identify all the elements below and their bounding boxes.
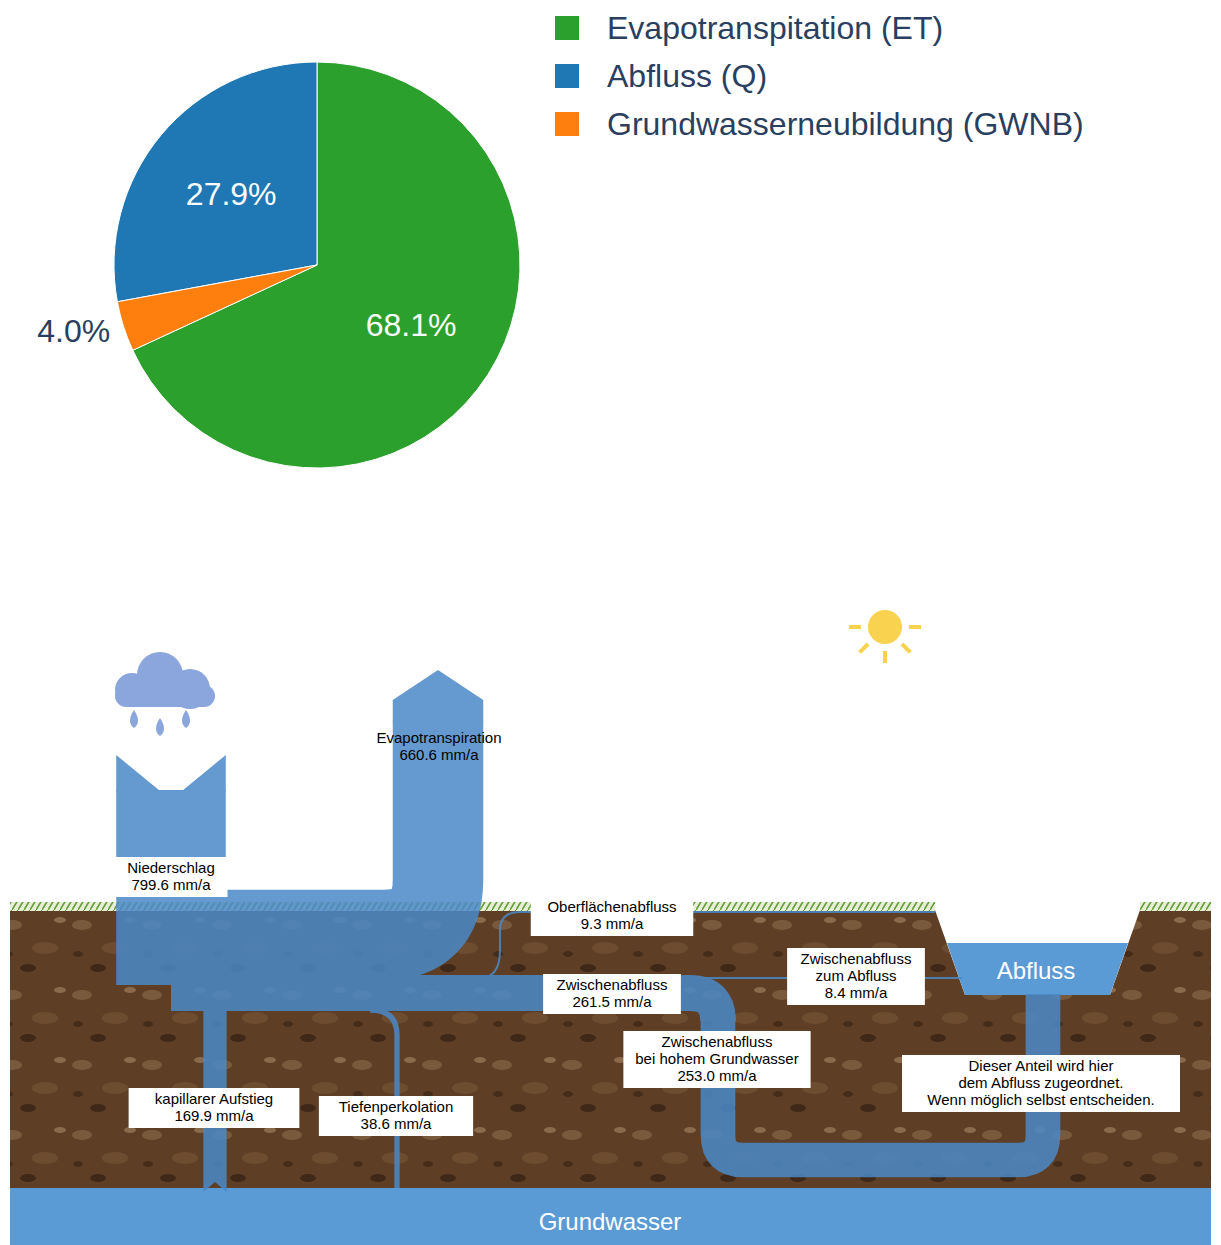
svg-text:Dieser Anteil wird hier: Dieser Anteil wird hier	[968, 1057, 1113, 1074]
svg-text:660.6 mm/a: 660.6 mm/a	[399, 746, 479, 763]
svg-text:169.9 mm/a: 169.9 mm/a	[174, 1107, 254, 1124]
svg-text:Wenn möglich selbst entscheide: Wenn möglich selbst entscheiden.	[927, 1091, 1154, 1108]
svg-text:Zwischenabfluss: Zwischenabfluss	[662, 1033, 773, 1050]
svg-text:Zwischenabfluss: Zwischenabfluss	[557, 976, 668, 993]
svg-text:Evapotranspiration: Evapotranspiration	[376, 729, 501, 746]
svg-text:Oberflächenabfluss: Oberflächenabfluss	[547, 898, 676, 915]
svg-text:8.4 mm/a: 8.4 mm/a	[825, 984, 888, 1001]
svg-text:27.9%: 27.9%	[186, 176, 277, 212]
svg-text:261.5 mm/a: 261.5 mm/a	[572, 993, 652, 1010]
svg-text:kapillarer Aufstieg: kapillarer Aufstieg	[155, 1090, 273, 1107]
svg-text:9.3 mm/a: 9.3 mm/a	[581, 915, 644, 932]
svg-text:Niederschlag: Niederschlag	[127, 859, 215, 876]
svg-text:Tiefenperkolation: Tiefenperkolation	[339, 1098, 454, 1115]
svg-text:bei hohem Grundwasser: bei hohem Grundwasser	[635, 1050, 798, 1067]
svg-text:38.6 mm/a: 38.6 mm/a	[361, 1115, 433, 1132]
svg-text:4.0%: 4.0%	[37, 313, 110, 349]
svg-text:Abfluss: Abfluss	[997, 957, 1076, 984]
html-text:Evapotranspitation (ET): Evapotranspitation (ET)	[607, 9, 944, 46]
svg-text:zum Abfluss: zum Abfluss	[816, 967, 897, 984]
html-text:Grundwasserneubildung (GWNB): Grundwasserneubildung (GWNB)	[607, 105, 1084, 142]
svg-text:dem Abfluss zugeordnet.: dem Abfluss zugeordnet.	[958, 1074, 1123, 1091]
svg-text:68.1%: 68.1%	[366, 307, 457, 343]
svg-text:799.6 mm/a: 799.6 mm/a	[131, 876, 211, 893]
svg-text:Zwischenabfluss: Zwischenabfluss	[801, 950, 912, 967]
html-text:Abfluss (Q): Abfluss (Q)	[607, 57, 767, 94]
svg-text:Grundwasser: Grundwasser	[539, 1208, 682, 1235]
svg-text:253.0 mm/a: 253.0 mm/a	[677, 1067, 757, 1084]
